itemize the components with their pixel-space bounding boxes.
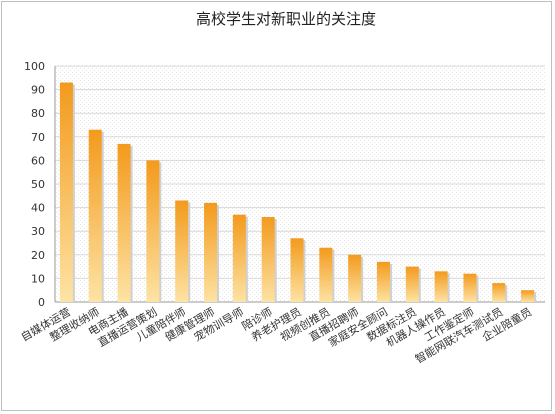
y-tick-label-50: 50 — [31, 178, 45, 191]
bar-1 — [88, 129, 102, 302]
y-tick-label-30: 30 — [31, 225, 45, 238]
chart-title: 高校学生对新职业的关注度 — [196, 10, 376, 28]
bar-2 — [117, 143, 131, 302]
bar-16 — [521, 290, 535, 302]
bar-9 — [319, 247, 333, 302]
bar-7 — [261, 217, 275, 302]
y-tick-label-70: 70 — [31, 131, 45, 144]
y-tick-label-90: 90 — [31, 84, 45, 97]
bar-6 — [232, 214, 246, 302]
bar-15 — [492, 283, 506, 302]
bar-8 — [290, 238, 304, 302]
bar-12 — [405, 266, 419, 302]
plot-area: 0102030405060708090100自媒体运营整理收纳师电商主播直播运营… — [18, 60, 545, 366]
bar-10 — [348, 254, 362, 302]
y-tick-label-40: 40 — [31, 202, 45, 215]
bar-4 — [175, 200, 189, 302]
y-tick-label-10: 10 — [31, 272, 45, 285]
bar-11 — [376, 261, 390, 302]
y-tick-label-0: 0 — [38, 296, 45, 309]
y-tick-label-80: 80 — [31, 107, 45, 120]
bar-14 — [463, 273, 477, 302]
y-tick-label-60: 60 — [31, 154, 45, 167]
y-tick-label-100: 100 — [24, 60, 45, 73]
bar-0 — [59, 82, 73, 303]
y-tick-label-20: 20 — [31, 249, 45, 262]
bar-3 — [146, 160, 160, 302]
bar-5 — [204, 202, 218, 302]
bar-13 — [434, 271, 448, 302]
